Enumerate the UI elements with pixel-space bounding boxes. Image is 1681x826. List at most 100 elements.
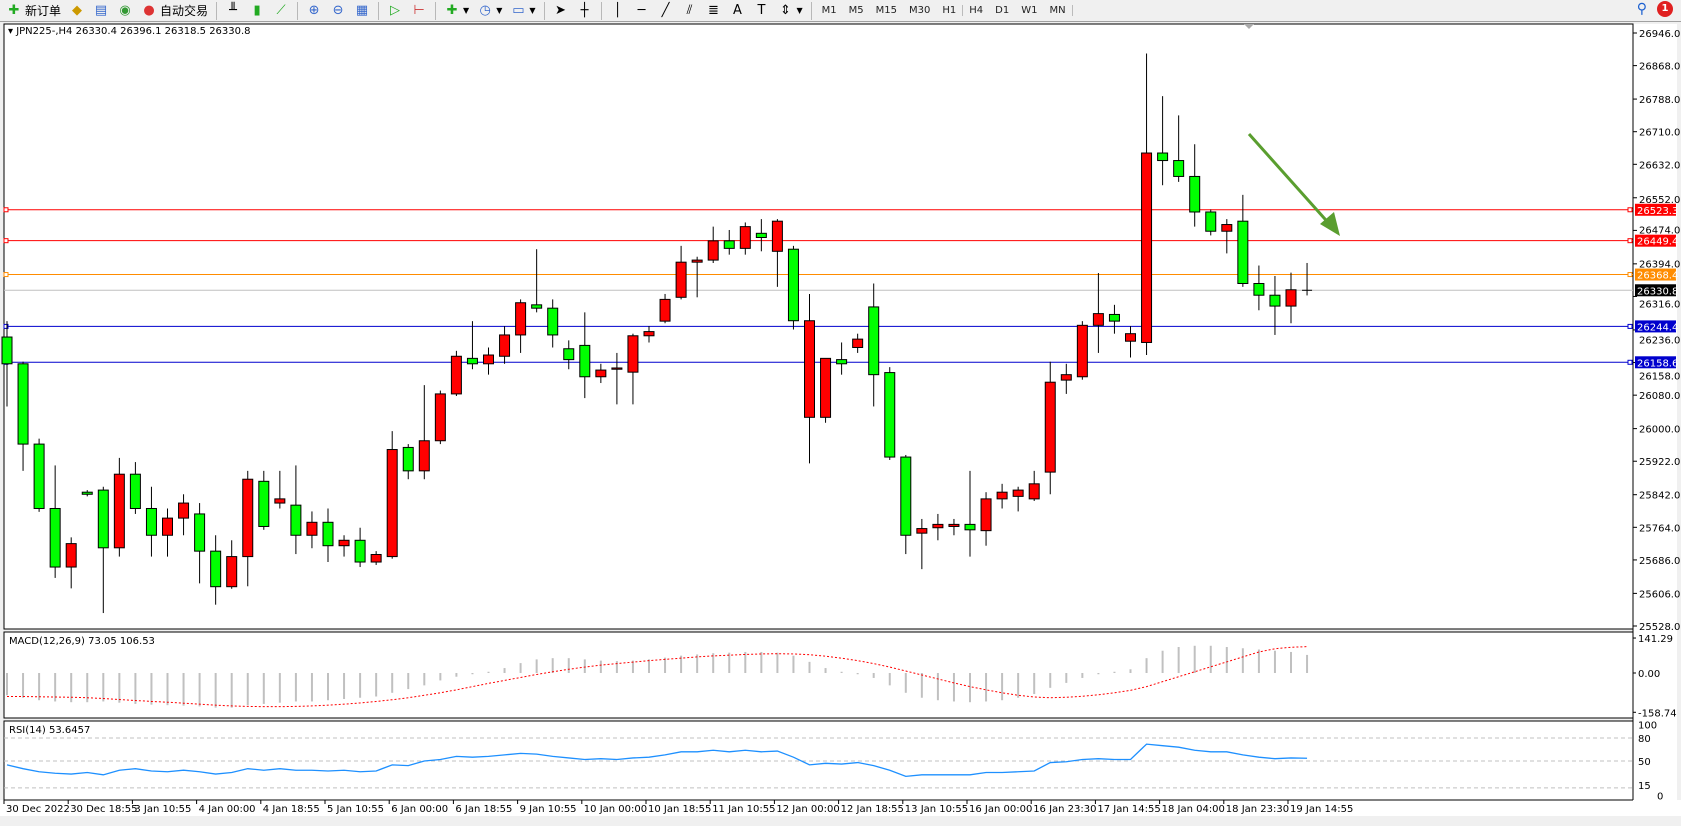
dropdown-arrow-icon: ▼ <box>529 6 536 15</box>
timeframe-w1[interactable]: W1 <box>1021 5 1038 16</box>
periods-button[interactable]: ◷ ▼ <box>473 1 506 21</box>
level-price-tag <box>1635 268 1676 281</box>
time-label: 9 Jan 10:55 <box>520 804 577 815</box>
separator <box>216 1 218 20</box>
timeframe-d1[interactable]: D1 <box>995 5 1010 16</box>
vertical-line-icon: │ <box>613 2 622 18</box>
level-handle-left <box>3 323 9 329</box>
dropdown-arrow-icon: ▼ <box>796 6 803 15</box>
candle-body <box>1173 160 1185 177</box>
navigator-button[interactable]: ▤ <box>89 1 113 21</box>
candle-body <box>290 504 302 536</box>
time-label: 4 Jan 00:00 <box>199 804 256 815</box>
zoom-in-button[interactable]: ⊕ <box>302 1 326 21</box>
candlestick-button[interactable]: ▮ <box>245 1 269 21</box>
arrows-icon: ⇕ <box>780 2 791 18</box>
auto-scroll-button[interactable]: ▷ <box>383 1 407 21</box>
candle-body <box>723 240 735 249</box>
chart-canvas[interactable]: 26946.0 26868.0 26788.0 26710.0 26632.0 26552… <box>0 23 1681 823</box>
level-price-tag <box>1635 356 1676 369</box>
candle-body <box>162 517 173 536</box>
time-label: 3 Jan 10:55 <box>134 804 191 815</box>
indicators-button[interactable]: ✚ ▼ <box>440 1 473 21</box>
cursor-button[interactable]: ➤ <box>549 1 573 21</box>
timeframe-h1[interactable]: H1 <box>942 5 957 16</box>
chart-window: 26946.0 26868.0 26788.0 26710.0 26632.0 26552… <box>0 23 1681 823</box>
auto-trading-button[interactable]: ● 自动交易 <box>137 1 212 21</box>
candle-body <box>948 523 960 527</box>
time-label: 16 Jan 00:00 <box>969 804 1032 815</box>
templates-button[interactable]: ▭ ▼ <box>506 1 539 21</box>
candle-body <box>836 359 848 365</box>
horizontal-line-button[interactable]: ─ <box>630 1 654 21</box>
candle-body <box>113 473 125 549</box>
equidistant-channel-button[interactable]: ⫽ <box>678 1 702 21</box>
separator <box>600 1 602 20</box>
candle-body <box>996 491 1008 500</box>
text-button[interactable]: A <box>726 1 750 21</box>
timeframe-m30[interactable]: M30 <box>909 5 931 16</box>
time-label: 30 Dec 18:55 <box>70 804 137 815</box>
candle-body <box>306 521 318 536</box>
notification-badge[interactable]: 1 <box>1657 1 1673 17</box>
candle-body <box>226 556 238 588</box>
crosshair-icon: ┼ <box>580 2 589 18</box>
candle-body <box>1092 313 1104 326</box>
candle-body <box>611 367 623 370</box>
line-chart-button[interactable]: ⟋ <box>269 1 293 21</box>
candle-body <box>932 523 944 529</box>
candle-body <box>964 523 976 531</box>
candle-body <box>129 473 141 509</box>
chart-shift-button[interactable]: ⊢ <box>407 1 431 21</box>
macd-label: MACD(12,26,9) 73.05 106.53 <box>9 636 155 647</box>
zoom-out-button[interactable]: ⊖ <box>326 1 350 21</box>
candle-body <box>1076 324 1088 378</box>
candle-body <box>691 259 703 263</box>
vertical-line-button[interactable]: │ <box>606 1 630 21</box>
text-label-button[interactable]: T <box>750 1 774 21</box>
candle-body <box>354 539 366 563</box>
timeframe-m15[interactable]: M15 <box>875 5 898 16</box>
timeframe-h4[interactable]: H4 <box>962 5 989 16</box>
candle-body <box>242 478 254 558</box>
indicators-icon: ✚ <box>446 2 458 18</box>
candle-body <box>1028 483 1040 500</box>
candle-body <box>1269 294 1281 307</box>
timeframe-m5[interactable]: M5 <box>848 5 864 16</box>
search-icon[interactable]: ⚲ <box>1636 1 1647 17</box>
macd-tick-label: 141.29 <box>1638 634 1673 645</box>
tile-windows-button[interactable]: ▦ <box>350 1 374 21</box>
chart-shift-icon: ⊢ <box>413 2 425 18</box>
collapse-icon[interactable]: ▾ <box>8 26 17 37</box>
auto-scroll-icon: ▷ <box>390 2 401 18</box>
trendline-icon: ╱ <box>661 2 670 18</box>
timeframe-mn[interactable]: MN <box>1043 5 1073 16</box>
arrows-button[interactable]: ⇕ ▼ <box>774 1 807 21</box>
price-tick-label: 26946.0 <box>1639 29 1680 40</box>
candle-body <box>499 334 511 357</box>
level-handle-right <box>1627 207 1633 213</box>
candle-body <box>980 498 992 532</box>
candle-body <box>386 449 398 558</box>
level-price-tag <box>1635 320 1676 333</box>
candle-body <box>145 507 157 536</box>
candle-body <box>418 440 430 472</box>
price-tick-label: 25528.0 <box>1639 622 1680 633</box>
fibonacci-icon: ≣ <box>708 2 719 18</box>
equidistant-channel-icon: ⫽ <box>686 2 693 18</box>
signals-button[interactable]: ◉ <box>113 1 137 21</box>
time-axis <box>0 800 1681 816</box>
rsi-label: RSI(14) 53.6457 <box>9 725 90 736</box>
dropdown-arrow-icon: ▼ <box>463 6 470 15</box>
trendline-button[interactable]: ╱ <box>654 1 678 21</box>
timeframe-bar: M1 M5 M15 M30 H1 H4 D1 W1 MN <box>816 5 1073 16</box>
bar-chart-button[interactable]: ╨ <box>221 1 245 21</box>
time-label: 16 Jan 23:30 <box>1033 804 1096 815</box>
fibonacci-button[interactable]: ≣ <box>702 1 726 21</box>
new-order-button[interactable]: ✚ 新订单 <box>2 1 65 21</box>
timeframe-m1[interactable]: M1 <box>821 5 837 16</box>
candle-body <box>65 543 77 568</box>
market-watch-button[interactable]: ◆ <box>65 1 89 21</box>
candle-body <box>1205 211 1217 232</box>
crosshair-button[interactable]: ┼ <box>573 1 597 21</box>
